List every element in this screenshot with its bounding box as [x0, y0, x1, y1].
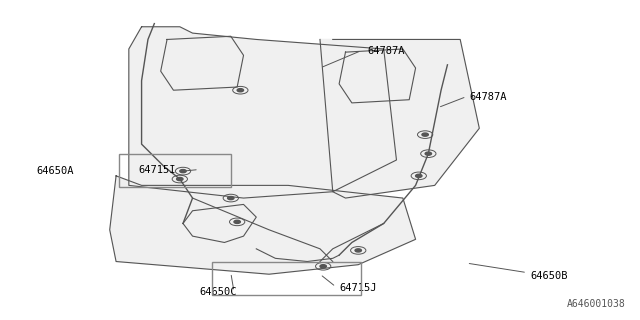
Text: 64650B: 64650B [531, 271, 568, 281]
Text: 64787A: 64787A [368, 45, 405, 56]
Text: 64650C: 64650C [199, 287, 237, 297]
Circle shape [228, 196, 234, 200]
Circle shape [422, 133, 428, 136]
Circle shape [180, 170, 186, 173]
Circle shape [234, 220, 241, 223]
Circle shape [237, 89, 244, 92]
Polygon shape [339, 49, 415, 103]
Polygon shape [161, 36, 244, 90]
Circle shape [415, 174, 422, 178]
Circle shape [425, 152, 431, 155]
Text: A646001038: A646001038 [567, 299, 626, 309]
Circle shape [177, 178, 183, 180]
Bar [212, 261, 362, 295]
Text: 64787A: 64787A [470, 92, 508, 101]
Text: 64715I: 64715I [138, 164, 176, 174]
Circle shape [355, 249, 362, 252]
Text: 64715J: 64715J [339, 284, 376, 293]
Polygon shape [320, 39, 479, 198]
Circle shape [320, 265, 326, 268]
Bar [119, 154, 231, 187]
Polygon shape [109, 176, 415, 274]
Polygon shape [129, 27, 396, 198]
Text: 64650A: 64650A [36, 166, 74, 176]
